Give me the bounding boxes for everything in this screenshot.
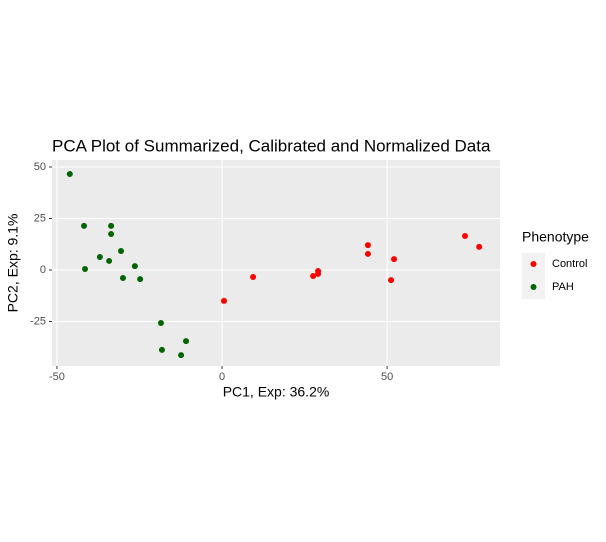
point — [183, 338, 190, 345]
x-tick-label: 50 — [381, 371, 393, 383]
point — [66, 171, 73, 178]
point — [106, 257, 113, 264]
legend-label: Control — [552, 258, 587, 270]
chart-title: PCA Plot of Summarized, Calibrated and N… — [52, 136, 491, 155]
point — [250, 274, 257, 281]
legend-marker — [530, 284, 537, 290]
y-tick-label: 0 — [40, 264, 46, 276]
point — [158, 346, 165, 353]
legend: Control PAH — [522, 253, 587, 299]
point — [137, 276, 144, 283]
panel — [52, 160, 500, 366]
point — [131, 263, 138, 270]
point — [178, 352, 185, 359]
points — [66, 171, 483, 359]
point — [108, 222, 115, 229]
point — [96, 254, 103, 261]
point — [364, 250, 371, 257]
point — [315, 270, 322, 277]
y-tick-label: 50 — [34, 161, 46, 173]
point — [117, 248, 124, 255]
legend-title: Phenotype — [522, 229, 589, 245]
y-axis-label: PC2, Exp: 9.1% — [5, 214, 21, 313]
legend-marker — [530, 261, 537, 267]
point — [221, 297, 228, 304]
point — [310, 272, 317, 279]
point — [81, 222, 88, 229]
point — [82, 265, 89, 272]
point — [462, 233, 469, 240]
point — [108, 230, 115, 237]
x-tick-label: -50 — [49, 371, 65, 383]
grid — [52, 160, 500, 366]
x-tick-label: 0 — [219, 371, 225, 383]
point — [391, 256, 398, 263]
point — [364, 242, 371, 249]
point — [476, 243, 483, 250]
x-axis-label: PC1, Exp: 36.2% — [223, 384, 330, 400]
legend-label: PAH — [552, 281, 574, 293]
point — [388, 277, 395, 284]
y-tick-label: 25 — [34, 212, 46, 224]
point — [119, 275, 126, 282]
point — [157, 319, 164, 326]
y-tick-label: -25 — [30, 315, 46, 327]
